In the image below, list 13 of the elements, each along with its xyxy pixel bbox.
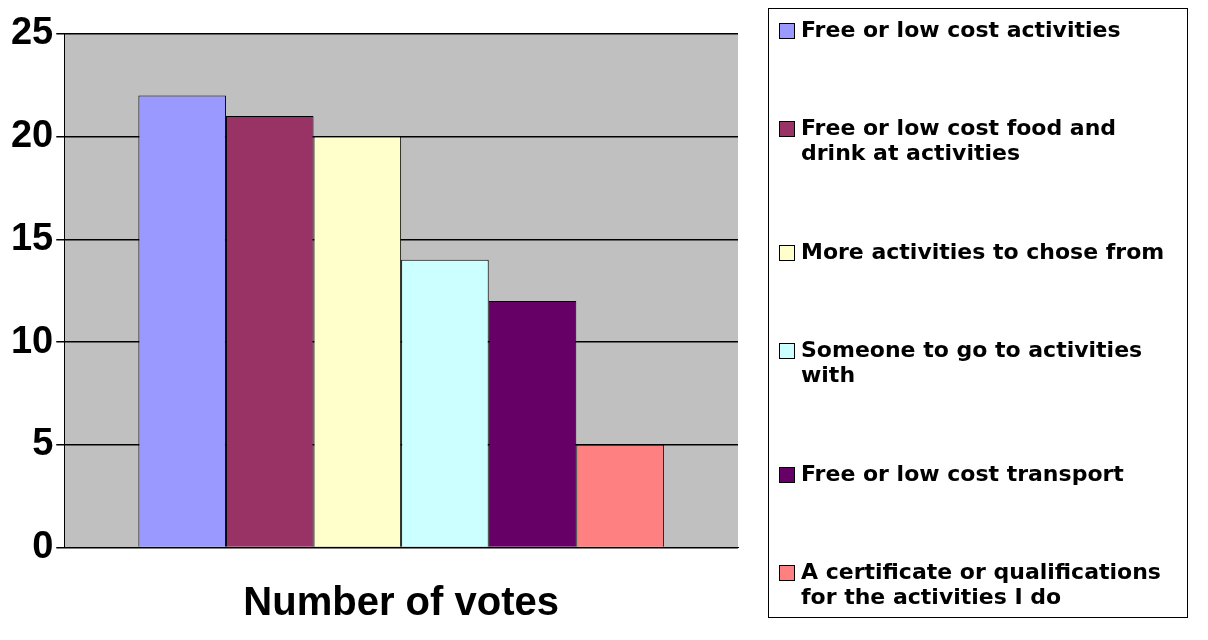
legend-label: Free or low cost activities bbox=[801, 17, 1121, 42]
legend-label: Free or low cost food and drink at activities bbox=[801, 115, 1118, 166]
legend-label: Free or low cost transport bbox=[801, 460, 1124, 486]
y-tick-label: 10 bbox=[10, 318, 54, 361]
legend-label: Someone to go to activities with bbox=[801, 337, 1144, 388]
legend-label: A certificate or qualifications for the activities I do bbox=[801, 558, 1162, 609]
x-axis-title: Number of votes bbox=[243, 579, 559, 624]
y-tick-label: 15 bbox=[10, 215, 54, 258]
legend-label: More activities to chose from bbox=[801, 238, 1165, 264]
y-tick-label: 5 bbox=[32, 421, 54, 464]
y-tick-label: 25 bbox=[10, 10, 54, 53]
y-tick-label: 20 bbox=[10, 113, 54, 156]
y-tick-label: 0 bbox=[32, 524, 54, 567]
